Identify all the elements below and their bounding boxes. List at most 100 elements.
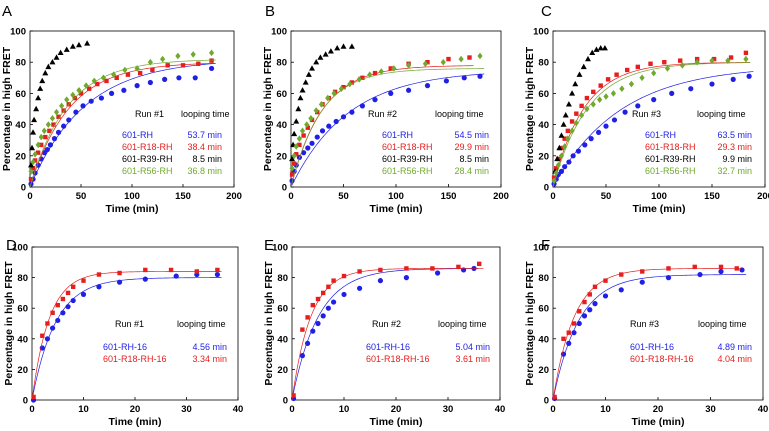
data-point — [42, 69, 49, 76]
data-point — [45, 63, 52, 70]
data-point — [39, 142, 44, 148]
data-point — [289, 155, 296, 162]
looping-time-header: looping time — [435, 109, 484, 119]
data-point — [562, 143, 568, 150]
data-point — [165, 63, 170, 68]
data-point — [734, 266, 739, 271]
series-601-r18-rh — [28, 58, 216, 187]
data-point — [584, 55, 591, 62]
y-tick-label: 0 — [282, 183, 287, 194]
x-tick-label: 10 — [78, 404, 89, 415]
x-axis-label: Time (min) — [632, 416, 685, 428]
x-tick-label: 50 — [601, 191, 612, 202]
data-point — [333, 118, 339, 125]
panel-label: B — [265, 3, 275, 20]
run-label: Run #1 — [135, 109, 164, 119]
data-point — [75, 41, 82, 48]
data-point — [718, 268, 724, 275]
legend-series-name: 601-RH — [382, 130, 413, 140]
legend-looping-time: 4.04 min — [717, 354, 752, 364]
x-tick-label: 100 — [651, 191, 667, 202]
y-tick-label: 40 — [15, 120, 26, 131]
data-point — [603, 278, 608, 283]
data-point — [192, 75, 198, 81]
data-point — [575, 148, 582, 154]
data-point — [61, 108, 66, 113]
data-point — [143, 267, 148, 273]
data-point — [694, 58, 700, 66]
data-point — [214, 271, 220, 278]
data-point — [208, 49, 215, 57]
data-point — [57, 49, 64, 56]
data-point — [592, 284, 598, 289]
data-point — [30, 158, 36, 166]
data-point — [598, 83, 603, 88]
data-point — [566, 330, 571, 335]
data-point — [32, 158, 38, 163]
data-point — [208, 65, 215, 72]
data-point — [592, 301, 598, 307]
fit-curve — [553, 268, 741, 400]
legend-series-name: 601-RH-16 — [630, 342, 674, 352]
data-point — [294, 152, 299, 157]
data-point — [315, 296, 321, 302]
data-point — [49, 59, 56, 65]
data-point — [69, 43, 76, 49]
legend-series-name: 601-R39-RH — [122, 154, 173, 164]
data-point — [73, 109, 79, 115]
data-point — [692, 264, 697, 270]
data-point — [44, 146, 50, 153]
data-point — [39, 77, 46, 84]
data-point — [590, 101, 596, 108]
data-point — [577, 309, 582, 314]
data-point — [65, 290, 71, 296]
data-point — [569, 90, 576, 96]
data-point — [651, 97, 657, 103]
y-tick-label: 0 — [23, 396, 28, 407]
data-point — [424, 83, 431, 89]
x-tick-label: 100 — [388, 191, 404, 202]
data-point — [147, 79, 153, 86]
data-point — [669, 90, 675, 96]
data-point — [190, 51, 196, 58]
fit-curve — [553, 274, 747, 400]
data-point — [603, 123, 609, 129]
legend-looping-time: 9.9 min — [722, 154, 752, 164]
fit-curve — [291, 68, 485, 187]
data-point — [134, 65, 140, 72]
legend-looping-time: 29.3 min — [717, 142, 752, 152]
data-point — [125, 72, 131, 77]
panel-f: F 0 10 20 30 40 0 20 40 60 80 100 Time (min) Percenta… — [524, 237, 768, 428]
data-point — [194, 269, 199, 274]
data-point — [310, 328, 316, 334]
data-point — [718, 264, 724, 270]
y-axis-label: Percentage in high FRET — [263, 261, 275, 386]
data-point — [561, 336, 566, 341]
data-point — [29, 144, 36, 151]
data-point — [49, 115, 56, 122]
data-point — [553, 169, 559, 177]
y-tick-label: 80 — [538, 273, 549, 284]
data-point — [558, 132, 565, 138]
series-601-rh-16 — [30, 271, 222, 403]
data-point — [175, 52, 181, 60]
data-point — [622, 109, 628, 115]
data-point — [678, 58, 683, 63]
looping-time-header: looping time — [697, 109, 746, 119]
data-point — [297, 142, 302, 148]
data-point — [209, 58, 214, 63]
legend-series-name: 601-RH — [645, 130, 676, 140]
data-point — [55, 317, 61, 324]
looping-time-header: looping time — [438, 319, 487, 329]
legend-series-name: 601-RH-16 — [366, 342, 410, 352]
legend-looping-time: 4.89 min — [717, 342, 752, 352]
data-point — [422, 60, 428, 68]
data-point — [711, 56, 717, 62]
data-point — [367, 71, 373, 78]
legend-looping-time: 63.5 min — [717, 130, 752, 140]
data-point — [309, 65, 315, 71]
data-point — [349, 80, 355, 85]
data-point — [709, 57, 715, 64]
data-point — [356, 76, 362, 83]
data-point — [556, 144, 563, 151]
